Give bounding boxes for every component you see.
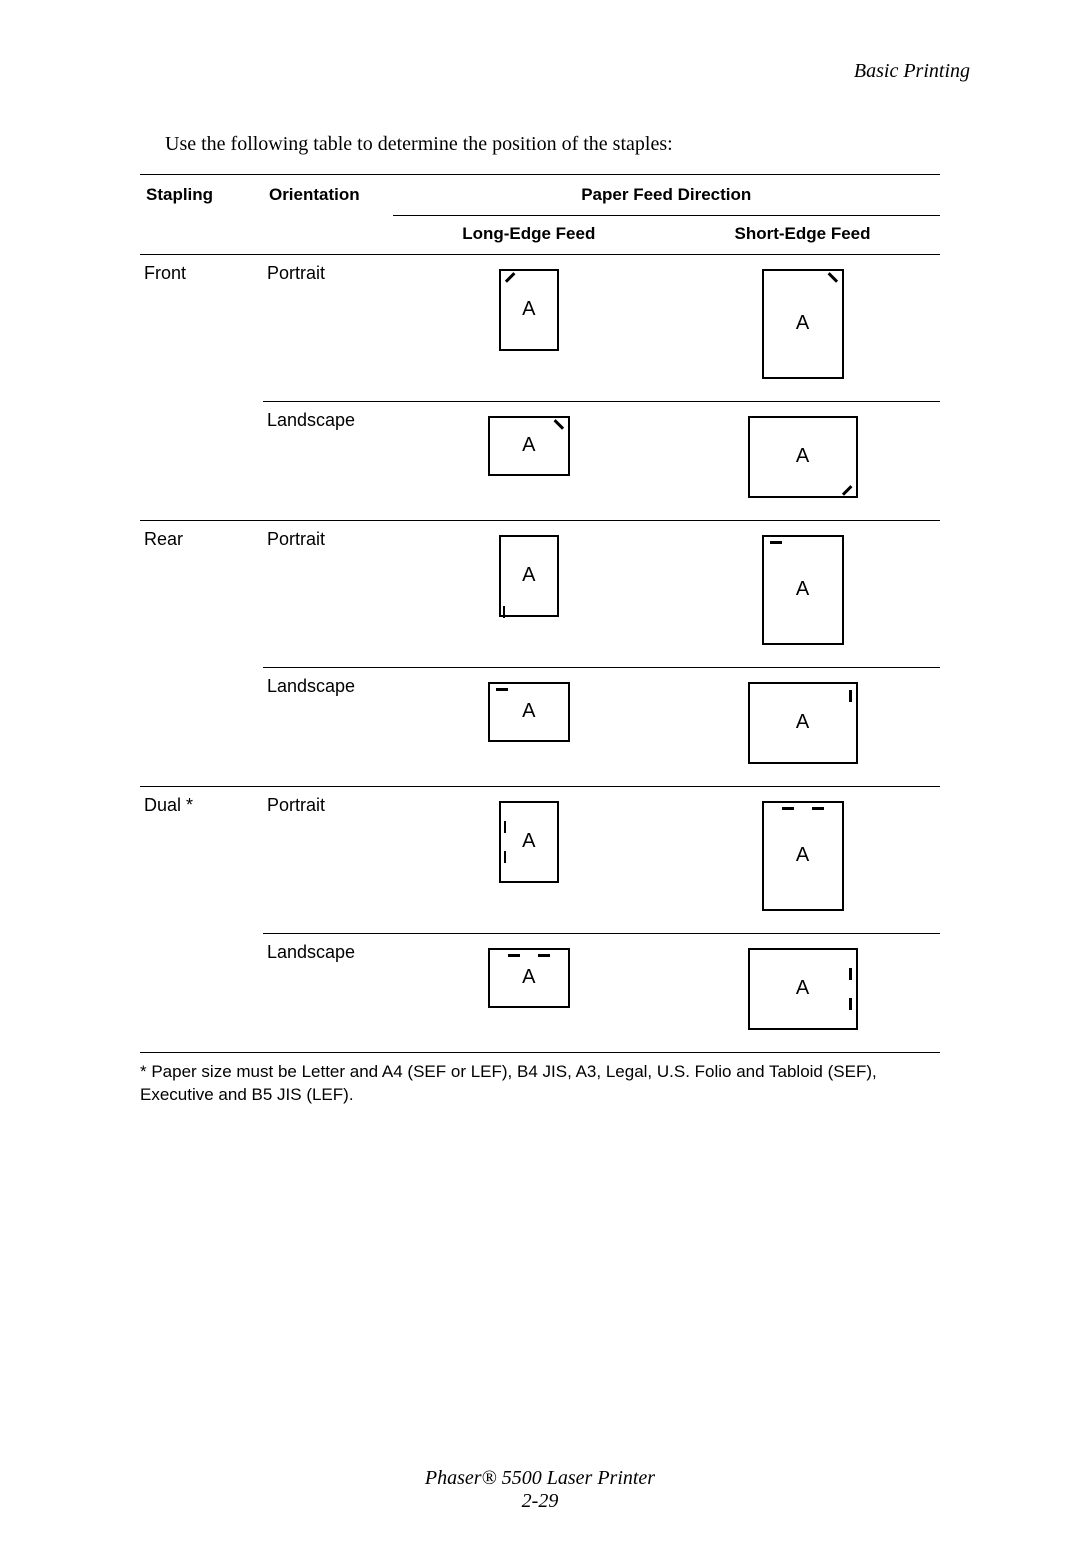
orientation-glyph: A (796, 445, 809, 468)
cell-diagram: A (393, 521, 666, 668)
staple-position-table: Stapling Orientation Paper Feed Directio… (140, 174, 940, 1053)
cell-stapling (140, 402, 263, 521)
staple-icon (827, 272, 837, 282)
cell-diagram: A (393, 668, 666, 787)
orientation-glyph: A (522, 434, 535, 457)
paper-diagram: A (748, 682, 858, 764)
staple-icon (508, 954, 520, 957)
th-long-edge: Long-Edge Feed (393, 216, 666, 255)
orientation-glyph: A (522, 830, 535, 853)
staple-icon (538, 954, 550, 957)
footnote: * Paper size must be Letter and A4 (SEF … (140, 1061, 940, 1107)
staple-icon (841, 485, 851, 495)
cell-diagram: A (393, 402, 666, 521)
staple-icon (782, 807, 794, 810)
page-footer: Phaser® 5500 Laser Printer 2-29 (110, 1467, 970, 1513)
orientation-glyph: A (796, 578, 809, 601)
staple-icon (812, 807, 824, 810)
staple-icon (505, 272, 515, 282)
staple-icon (849, 998, 852, 1010)
table-row: Landscape A A (140, 668, 940, 787)
footer-page-number: 2-29 (110, 1490, 970, 1513)
th-short-edge: Short-Edge Feed (665, 216, 940, 255)
orientation-glyph: A (522, 298, 535, 321)
staple-icon (496, 688, 508, 691)
paper-diagram: A (499, 535, 559, 617)
th-paper-feed-direction: Paper Feed Direction (393, 175, 941, 216)
cell-diagram: A (393, 255, 666, 402)
cell-orientation: Portrait (263, 255, 393, 402)
paper-diagram: A (748, 948, 858, 1030)
cell-orientation: Landscape (263, 402, 393, 521)
paper-diagram: A (488, 682, 570, 742)
orientation-glyph: A (796, 977, 809, 1000)
orientation-glyph: A (796, 844, 809, 867)
cell-diagram: A (665, 668, 940, 787)
table-body: FrontPortraitAALandscapeAARearPortraitAA… (140, 255, 940, 1053)
page-section-title: Basic Printing (110, 60, 970, 83)
table-row: Landscape A A (140, 402, 940, 521)
cell-stapling (140, 668, 263, 787)
staple-icon (504, 821, 507, 833)
paper-diagram: A (762, 269, 844, 379)
th-orientation: Orientation (263, 175, 393, 255)
document-page: Basic Printing Use the following table t… (0, 0, 1080, 1563)
cell-diagram: A (665, 521, 940, 668)
orientation-glyph: A (522, 700, 535, 723)
paper-diagram: A (762, 801, 844, 911)
cell-diagram: A (665, 255, 940, 402)
cell-diagram: A (393, 934, 666, 1053)
th-stapling: Stapling (140, 175, 263, 255)
cell-stapling (140, 934, 263, 1053)
intro-text: Use the following table to determine the… (165, 133, 970, 156)
cell-diagram: A (665, 934, 940, 1053)
paper-diagram: A (762, 535, 844, 645)
staple-icon (554, 419, 564, 429)
paper-diagram: A (499, 801, 559, 883)
orientation-glyph: A (522, 966, 535, 989)
cell-stapling: Rear (140, 521, 263, 668)
paper-diagram: A (499, 269, 559, 351)
cell-stapling: Front (140, 255, 263, 402)
orientation-glyph: A (522, 564, 535, 587)
cell-orientation: Landscape (263, 668, 393, 787)
cell-diagram: A (393, 787, 666, 934)
staple-icon (849, 690, 852, 702)
paper-diagram: A (488, 416, 570, 476)
orientation-glyph: A (796, 711, 809, 734)
cell-diagram: A (665, 787, 940, 934)
cell-orientation: Portrait (263, 787, 393, 934)
cell-stapling: Dual * (140, 787, 263, 934)
staple-icon (770, 541, 782, 544)
table-row: RearPortrait A A (140, 521, 940, 668)
staple-icon (503, 606, 506, 618)
footer-product: Phaser® 5500 Laser Printer (110, 1467, 970, 1490)
cell-diagram: A (665, 402, 940, 521)
paper-diagram: A (488, 948, 570, 1008)
orientation-glyph: A (796, 312, 809, 335)
table-row: Landscape A A (140, 934, 940, 1053)
cell-orientation: Portrait (263, 521, 393, 668)
paper-diagram: A (748, 416, 858, 498)
table-row: FrontPortrait A A (140, 255, 940, 402)
staple-icon (849, 968, 852, 980)
staple-icon (504, 851, 507, 863)
table-row: Dual *Portrait A A (140, 787, 940, 934)
cell-orientation: Landscape (263, 934, 393, 1053)
